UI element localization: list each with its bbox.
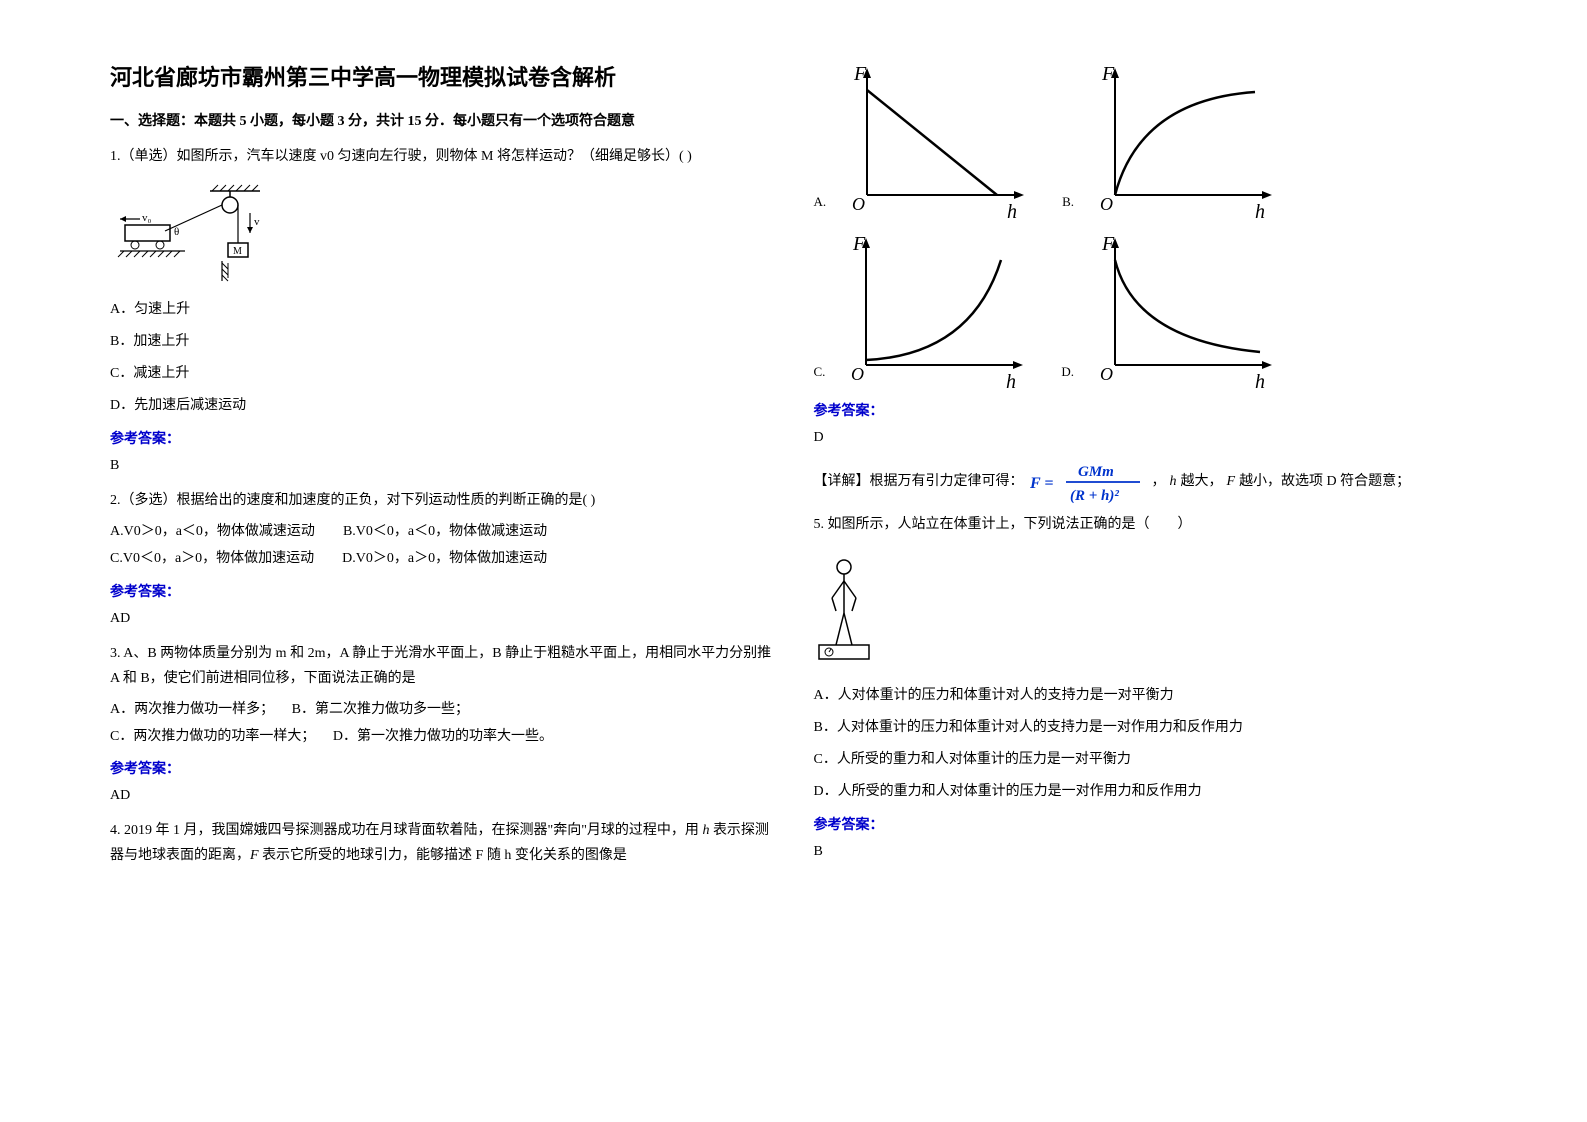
right-column: A. F O h B. F O h <box>794 60 1498 1082</box>
q4-answer: D <box>814 430 1478 446</box>
q1-option-c: C．减速上升 <box>110 360 774 388</box>
q4-text: 4. 2019 年 1 月，我国嫦娥四号探测器成功在月球背面软着陆，在探测器"奔… <box>110 818 774 868</box>
q5-answer-label: 参考答案： <box>814 814 1478 834</box>
q4-italic-h: h <box>702 823 709 838</box>
q4-text-part3: 表示它所受的地球引力，能够描述 F 随 h 变化关系的图像是 <box>262 848 627 863</box>
q1-theta-label: θ <box>174 226 179 238</box>
q4-label-c: C. <box>814 364 826 380</box>
q4-graph-d-svg: F O h <box>1080 230 1280 390</box>
svg-text:h: h <box>1007 201 1017 220</box>
q2-options-row2: C.V0＜0，a＞0，物体做加速运动 D.V0＞0，a＞0，物体做加速运动 <box>110 546 774 573</box>
q3-option-d: D．第一次推力做功的功率大一些。 <box>333 729 553 744</box>
q3-text: 3. A、B 两物体质量分别为 m 和 2m，A 静止于光滑水平面上，B 静止于… <box>110 641 774 691</box>
q2-options-row1: A.V0＞0，a＜0，物体做减速运动 B.V0＜0，a＜0，物体做减速运动 <box>110 519 774 546</box>
svg-text:F =: F = <box>1029 475 1054 492</box>
q5-diagram <box>814 553 874 663</box>
svg-text:(R + h)²: (R + h)² <box>1070 488 1119 504</box>
q5-option-b: B．人对体重计的压力和体重计对人的支持力是一对作用力和反作用力 <box>814 714 1478 742</box>
q4-explain-prefix: 【详解】根据万有引力定律可得： <box>814 469 1024 496</box>
q2-answer: AD <box>110 611 774 627</box>
q4-graph-grid: A. F O h B. F O h <box>814 60 1478 390</box>
svg-text:O: O <box>1100 194 1113 214</box>
q3-options-row2: C．两次推力做功的功率一样大； D．第一次推力做功的功率大一些。 <box>110 724 774 751</box>
svg-text:O: O <box>851 364 864 384</box>
q4-explain-mid: 越大， <box>1181 469 1223 496</box>
q1-text: 1.（单选）如图所示，汽车以速度 v0 匀速向左行驶，则物体 M 将怎样运动？（… <box>110 144 774 169</box>
svg-text:GMm: GMm <box>1078 464 1114 480</box>
q4-graph-c: C. F O h <box>814 230 1032 390</box>
q4-answer-label: 参考答案： <box>814 400 1478 420</box>
q4-label-d: D. <box>1061 364 1074 380</box>
q3-option-b: B．第二次推力做功多一些； <box>292 702 469 717</box>
q4-graph-a: A. F O h <box>814 60 1033 220</box>
q1-option-d: D．先加速后减速运动 <box>110 392 774 420</box>
q2-option-c: C.V0＜0，a＞0，物体做加速运动 <box>110 551 314 566</box>
q3-answer: AD <box>110 788 774 804</box>
svg-text:h: h <box>1255 371 1265 390</box>
q3-options-row1: A．两次推力做功一样多； B．第二次推力做功多一些； <box>110 697 774 724</box>
svg-text:h: h <box>1255 201 1265 220</box>
q4-label-a: A. <box>814 194 827 210</box>
q1-M-label: M <box>233 246 242 257</box>
svg-text:h: h <box>1006 371 1016 390</box>
q1-v0-label: v₀ <box>142 212 152 224</box>
q3-option-c: C．两次推力做功的功率一样大； <box>110 729 315 744</box>
q1-option-a: A．匀速上升 <box>110 296 774 324</box>
q5-text: 5. 如图所示，人站立在体重计上，下列说法正确的是（ ） <box>814 512 1478 537</box>
q4-graph-b-svg: F O h <box>1080 60 1280 220</box>
q1-answer: B <box>110 458 774 474</box>
q4-graph-d: D. F O h <box>1061 230 1280 390</box>
q2-answer-label: 参考答案： <box>110 581 774 601</box>
left-column: 河北省廊坊市霸州第三中学高一物理模拟试卷含解析 一、选择题：本题共 5 小题，每… <box>90 60 794 1082</box>
q4-explain-suffix1: ， <box>1152 469 1166 496</box>
q2-option-a: A.V0＞0，a＜0，物体做减速运动 <box>110 524 315 539</box>
q5-answer: B <box>814 844 1478 860</box>
q1-option-b: B．加速上升 <box>110 328 774 356</box>
q4-graph-c-svg: F O h <box>831 230 1031 390</box>
q5-option-c: C．人所受的重力和人对体重计的压力是一对平衡力 <box>814 746 1478 774</box>
q1-diagram: v₀ θ v M <box>110 183 270 283</box>
q2-text: 2.（多选）根据给出的速度和加速度的正负，对下列运动性质的判断正确的是( ) <box>110 488 774 513</box>
q5-option-a: A．人对体重计的压力和体重计对人的支持力是一对平衡力 <box>814 682 1478 710</box>
q4-graph-b: B. F O h <box>1062 60 1280 220</box>
q4-formula: F = GMm (R + h)² <box>1028 460 1148 504</box>
q2-option-d: D.V0＞0，a＞0，物体做加速运动 <box>342 551 547 566</box>
svg-text:O: O <box>852 194 865 214</box>
q1-answer-label: 参考答案： <box>110 428 774 448</box>
q4-explain-F: F <box>1227 469 1236 496</box>
section-heading: 一、选择题：本题共 5 小题，每小题 3 分，共计 15 分．每小题只有一个选项… <box>110 110 774 130</box>
q2-option-b: B.V0＜0，a＜0，物体做减速运动 <box>343 524 547 539</box>
svg-text:O: O <box>1100 364 1113 384</box>
q3-option-a: A．两次推力做功一样多； <box>110 702 274 717</box>
q5-option-d: D．人所受的重力和人对体重计的压力是一对作用力和反作用力 <box>814 778 1478 806</box>
q4-explanation: 【详解】根据万有引力定律可得： F = GMm (R + h)² ， h 越大，… <box>814 460 1478 504</box>
q4-explain-suffix2: 越小，故选项 D 符合题意； <box>1239 469 1410 496</box>
q4-label-b: B. <box>1062 194 1074 210</box>
page-title: 河北省廊坊市霸州第三中学高一物理模拟试卷含解析 <box>110 60 774 92</box>
q4-graph-a-svg: F O h <box>832 60 1032 220</box>
q4-italic-F: F <box>250 848 262 863</box>
q4-explain-h: h <box>1170 469 1177 496</box>
q1-v-label: v <box>254 216 260 228</box>
q4-text-part1: 4. 2019 年 1 月，我国嫦娥四号探测器成功在月球背面软着陆，在探测器"奔… <box>110 823 702 838</box>
q3-answer-label: 参考答案： <box>110 758 774 778</box>
